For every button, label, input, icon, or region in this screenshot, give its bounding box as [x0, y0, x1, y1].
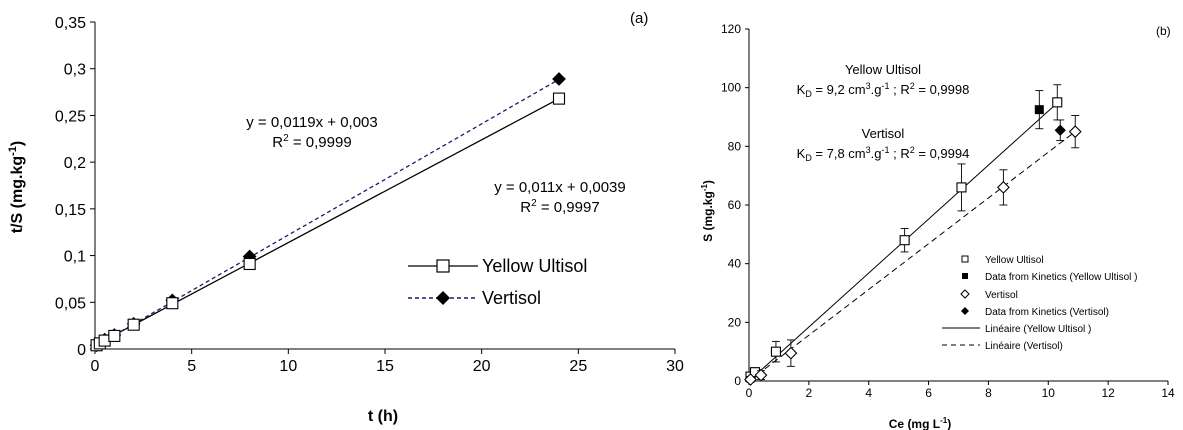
- chart-b-ytick-label: 80: [728, 139, 742, 153]
- chart-a-xtick-label: 15: [376, 358, 394, 375]
- chart-a-xtick-label: 0: [91, 358, 100, 375]
- chart-b-annotation-ultisol-title: Yellow Ultisol: [845, 62, 921, 77]
- chart-b-xtick-label: 0: [746, 386, 753, 400]
- chart-a-fit-line-1: [96, 78, 560, 346]
- chart-a-points: [89, 72, 566, 353]
- chart-a-point-0: [552, 92, 566, 105]
- chart-b-fit-line-vertisol: [748, 131, 1076, 382]
- chart-a-annotation-ultisol-r2: R2 = 0,9997: [520, 198, 599, 216]
- chart-a-point-0: [108, 329, 121, 342]
- chart-b-point-2: [996, 180, 1010, 194]
- chart-a-annotation-ultisol-eq: y = 0,011x + 0,0039: [494, 179, 626, 196]
- chart-a-legend-ultisol: Yellow Ultisol: [482, 256, 587, 276]
- chart-b-point-0: [956, 182, 967, 193]
- chart-a-xtick-label: 20: [473, 358, 491, 375]
- chart-a-panel-label: (a): [630, 10, 648, 27]
- chart-b-xtick-label: 2: [806, 386, 813, 400]
- chart-a-point-0: [127, 318, 140, 331]
- chart-b-point-2: [784, 346, 798, 360]
- chart-b-point-3: [1054, 124, 1066, 136]
- chart-b-panel-label: (b): [1156, 24, 1171, 38]
- chart-b-xtick-label: 8: [985, 386, 992, 400]
- chart-a-annotation-vertisol-eq: y = 0,0119x + 0,003: [246, 114, 378, 131]
- chart-a-xtick-label: 10: [279, 358, 297, 375]
- chart-b-xtick-label: 10: [1042, 386, 1056, 400]
- chart-a-xtick-label: 25: [569, 358, 587, 375]
- chart-b-point-0: [770, 346, 781, 357]
- chart-b-ytick-label: 60: [728, 198, 742, 212]
- chart-a-ytick-label: 0,25: [55, 108, 86, 125]
- chart-a-ytick-label: 0,05: [55, 295, 86, 312]
- chart-b-point-0: [1052, 97, 1063, 108]
- chart-b-points: [744, 84, 1082, 386]
- chart-a-xtick-label: 5: [187, 358, 196, 375]
- chart-b-annotation-vertisol-kd: KD = 7,8 cm3.g-1 ; R2 = 0,9994: [797, 145, 970, 163]
- chart-b-point-2: [1068, 125, 1082, 139]
- chart-a-point-1: [552, 72, 566, 86]
- chart-a-annotation-vertisol-r2: R2 = 0,9999: [272, 133, 351, 151]
- chart-b-ytick-label: 120: [721, 22, 741, 36]
- chart-b-legend-lin-ultisol: Linéaire (Yellow Ultisol ): [985, 324, 1091, 335]
- chart-b-point-1: [1034, 105, 1044, 115]
- chart-b-ylabel: S (mg.kg-1): [700, 180, 715, 242]
- chart-b-point-2: [754, 368, 768, 382]
- chart-a-legend: Yellow Ultisol Vertisol: [408, 256, 587, 308]
- chart-b-ytick-label: 40: [728, 257, 742, 271]
- chart-b-xtick-label: 14: [1161, 386, 1175, 400]
- chart-b-legend-kin-ultisol: Data from Kinetics (Yellow Ultisol ): [985, 272, 1137, 283]
- chart-a: 0 5 10 15 20 25 30 0 0,05 0,1 0,15 0,2 0,25 0,3 0,35 (…: [7, 10, 684, 425]
- chart-a-ytick-label: 0: [77, 342, 86, 359]
- chart-b-point-2: [744, 373, 757, 386]
- chart-a-legend-vertisol: Vertisol: [482, 288, 541, 308]
- chart-b-legend-ultisol: Yellow Ultisol: [985, 255, 1044, 266]
- chart-b-point-0: [899, 235, 910, 246]
- chart-a-point-0: [243, 257, 256, 271]
- chart-a-ytick-label: 0,35: [55, 15, 86, 32]
- chart-b-ticks: 0 2 4 6 8 10 12 14 0 20 40 60 80 100 120: [721, 22, 1175, 400]
- chart-a-point-0: [166, 297, 179, 310]
- chart-a-ytick-label: 0,1: [64, 249, 86, 266]
- chart-b-annotation-ultisol-kd: KD = 9,2 cm3.g-1 ; R2 = 0,9998: [797, 81, 970, 99]
- chart-a-ytick-label: 0,3: [64, 62, 86, 79]
- chart-b-legend-vertisol: Vertisol: [985, 290, 1018, 301]
- chart-b-legend-lin-vertisol: Linéaire (Vertisol): [985, 341, 1063, 352]
- chart-b-xtick-label: 12: [1101, 386, 1115, 400]
- chart-b-annotation-vertisol-title: Vertisol: [862, 126, 905, 141]
- chart-a-ytick-label: 0,15: [55, 202, 86, 219]
- chart-a-ticks: 0 5 10 15 20 25 30 0 0,05 0,1 0,15 0,2 0,25 0,3 0,35: [55, 15, 684, 375]
- chart-b-ytick-label: 0: [734, 374, 741, 388]
- chart-a-ylabel: t/S (mg.kg-1): [7, 141, 26, 233]
- chart-b-xtick-label: 6: [925, 386, 932, 400]
- chart-a-ytick-label: 0,2: [64, 155, 86, 172]
- chart-b-legend: Yellow Ultisol Data from Kinetics (Yello…: [942, 255, 1137, 352]
- chart-b-ytick-label: 100: [721, 81, 741, 95]
- chart-a-xlabel: t (h): [368, 408, 398, 425]
- chart-b-legend-kin-vertisol: Data from Kinetics (Vertisol): [985, 307, 1109, 318]
- chart-b-xtick-label: 4: [865, 386, 872, 400]
- chart-b-ytick-label: 20: [728, 315, 742, 329]
- chart-a-xtick-label: 30: [666, 358, 684, 375]
- chart-b-xlabel: Ce (mg L-1): [889, 416, 951, 430]
